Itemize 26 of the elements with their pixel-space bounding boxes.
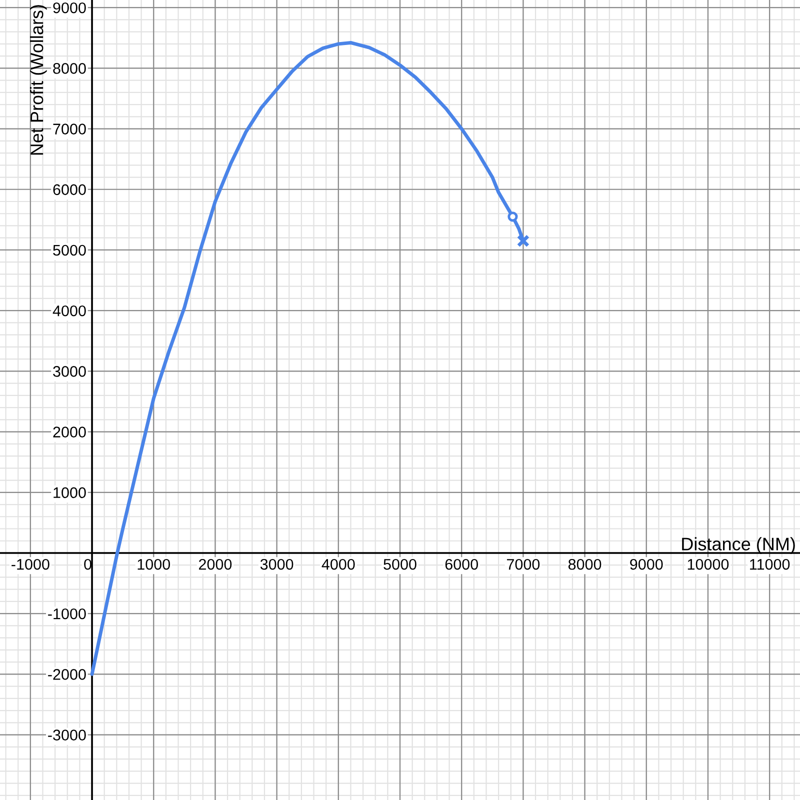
y-tick-label: -1000 [48,608,86,620]
y-tick-label: 7000 [53,124,86,134]
x-tick-label: 6000 [445,558,478,570]
x-tick-label: 9000 [630,558,663,570]
y-tick-label: 9000 [53,2,86,14]
x-tick-label: 8000 [568,558,602,570]
x-tick-label: 7000 [506,558,540,570]
y-tick-label: -3000 [48,730,86,740]
y-tick-label: 3000 [53,366,86,377]
y-axis-title: Net Profit (Wollars) [30,5,47,155]
x-tick-label: 10000 [688,558,729,570]
x-tick-label: 11000 [750,558,790,570]
y-tick-label: 1000 [54,487,86,498]
y-tick-label: 5000 [53,244,86,256]
x-axis-title: Distance (NM) [682,537,795,554]
y-tick-label: 4000 [52,305,86,316]
x-tick-label: -1000 [12,558,50,570]
y-tick-label: 8000 [53,63,86,74]
x-tick-label: 4000 [322,558,355,570]
y-tick-label: 6000 [53,184,86,196]
x-tick-label: 2000 [198,558,232,570]
x-tick-label: 1000 [138,558,170,570]
y-tick-label: -2000 [48,669,86,680]
x-tick-label: 3000 [260,558,294,570]
y-tick-label: 2000 [53,426,86,438]
x-tick-label: 5000 [384,558,416,570]
